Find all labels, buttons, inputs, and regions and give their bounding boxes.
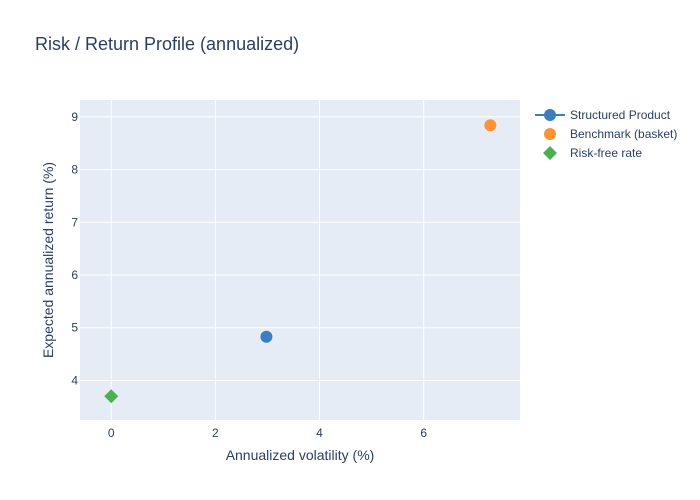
legend-item[interactable]: Structured Product xyxy=(535,108,671,122)
y-axis-ticks: 4 5 6 7 8 9 xyxy=(71,110,78,388)
y-tick-label: 7 xyxy=(71,215,78,229)
y-axis-title: Expected annualized return (%) xyxy=(40,162,56,358)
gridlines xyxy=(80,100,520,420)
x-tick-label: 2 xyxy=(212,426,219,440)
legend-item[interactable]: Risk-free rate xyxy=(543,146,642,160)
plot-area xyxy=(80,100,520,420)
x-tick-label: 4 xyxy=(316,426,323,440)
data-point xyxy=(104,389,119,404)
legend-marker xyxy=(544,109,556,121)
legend-label: Risk-free rate xyxy=(570,146,642,160)
chart-title: Risk / Return Profile (annualized) xyxy=(35,34,299,54)
y-tick-label: 8 xyxy=(71,163,78,177)
data-point xyxy=(484,119,497,132)
x-axis-ticks: 0 2 4 6 xyxy=(108,426,427,440)
legend[interactable]: Structured Product Benchmark (basket) Risk… xyxy=(535,108,677,160)
x-tick-label: 0 xyxy=(108,426,115,440)
legend-label: Structured Product xyxy=(570,108,671,122)
y-tick-label: 5 xyxy=(71,321,78,335)
y-tick-label: 9 xyxy=(71,110,78,124)
x-axis-title: Annualized volatility (%) xyxy=(226,447,375,463)
data-point xyxy=(260,330,273,343)
y-tick-label: 6 xyxy=(71,268,78,282)
legend-marker xyxy=(543,146,557,160)
legend-item[interactable]: Benchmark (basket) xyxy=(544,127,677,141)
y-tick-label: 4 xyxy=(71,373,78,387)
legend-marker xyxy=(544,128,556,140)
x-tick-label: 6 xyxy=(420,426,427,440)
legend-label: Benchmark (basket) xyxy=(570,127,677,141)
data-points xyxy=(104,119,497,404)
